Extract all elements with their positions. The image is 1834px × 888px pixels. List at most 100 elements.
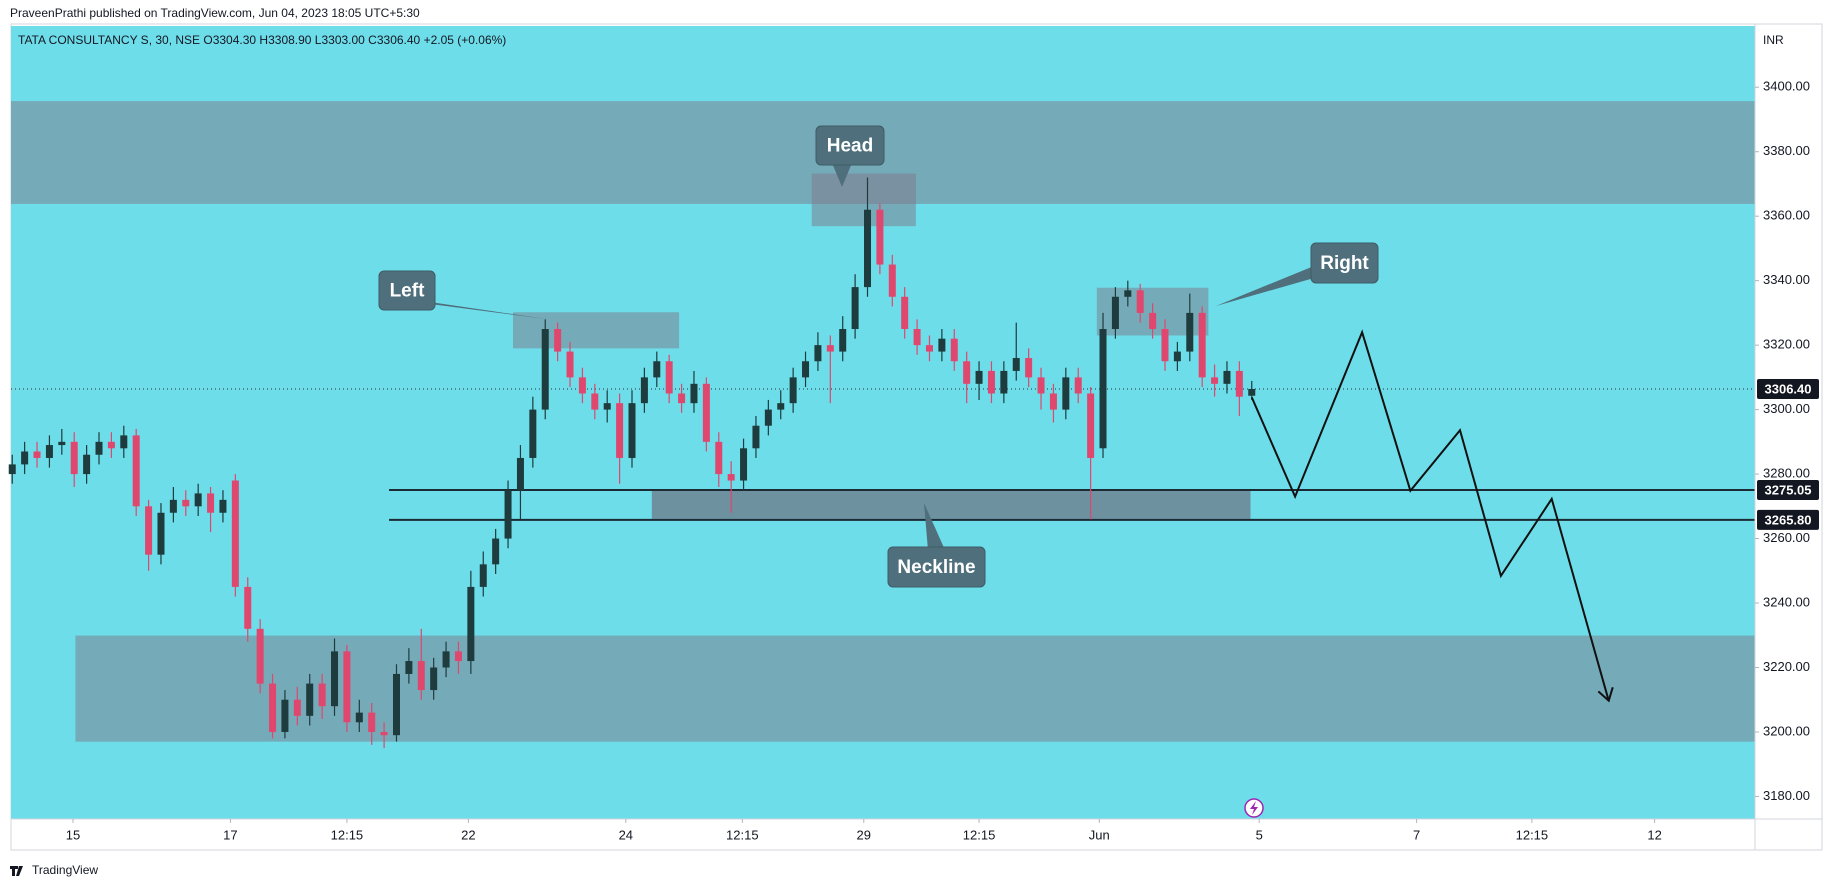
candle-body	[752, 425, 760, 449]
candle-body	[120, 435, 128, 449]
candle-body	[293, 699, 301, 716]
zone	[651, 489, 1251, 519]
x-tick-label: 15	[66, 827, 80, 842]
candle-body	[479, 564, 487, 587]
projection-arrowhead	[1597, 686, 1614, 703]
zone	[811, 173, 916, 227]
x-tick-label: 12	[1647, 827, 1661, 842]
candle-body	[231, 480, 239, 587]
candle-body	[269, 683, 277, 732]
candle-body	[987, 370, 995, 394]
callout-text: Head	[827, 136, 873, 157]
candle-body	[467, 586, 475, 662]
x-tick-label: 7	[1413, 827, 1420, 842]
candle-body	[58, 441, 66, 446]
candle-body	[653, 361, 661, 378]
zone	[513, 312, 680, 349]
y-tick-label: 3380.00	[1763, 143, 1810, 158]
x-tick-label: 17	[223, 827, 237, 842]
brand: TradingView	[32, 863, 98, 877]
candle-body	[851, 287, 859, 330]
candle-body	[1223, 370, 1231, 384]
callout-pointer	[415, 302, 546, 319]
candle-body	[1211, 377, 1219, 384]
y-tick-label: 3300.00	[1763, 401, 1810, 416]
callout-text: Right	[1320, 253, 1369, 274]
candle-body	[864, 209, 872, 288]
candle-body	[566, 351, 574, 378]
candle-body	[1173, 351, 1181, 362]
currency: INR	[1763, 33, 1784, 47]
candle-body	[392, 673, 400, 736]
candle-body	[8, 464, 16, 475]
candle-body	[318, 683, 326, 707]
x-tick-label: 22	[461, 827, 475, 842]
x-tick-label: 12:15	[331, 827, 364, 842]
candle-body	[975, 370, 983, 384]
callout-box	[815, 125, 885, 166]
candle-body	[417, 661, 425, 691]
candle-body	[21, 451, 29, 465]
candle-body	[33, 451, 41, 458]
callout-box	[1310, 242, 1379, 284]
y-tick-label: 3400.00	[1763, 79, 1810, 94]
candle-body	[355, 712, 363, 723]
y-tick-label: 3320.00	[1763, 337, 1810, 352]
candle-body	[702, 383, 710, 442]
candle-body	[665, 361, 673, 394]
candle-body	[343, 651, 351, 723]
candle-body	[145, 506, 153, 555]
candle-body	[182, 499, 190, 507]
candle-body	[1149, 312, 1157, 330]
candle-body	[578, 377, 586, 394]
callout-pointer	[1216, 266, 1314, 306]
candle-body	[1074, 377, 1082, 394]
price-label-bg	[1757, 378, 1819, 399]
x-tick-label: 12:15	[1516, 827, 1549, 842]
candle-body	[1099, 329, 1107, 449]
candle-body	[640, 377, 648, 404]
candle-body	[380, 731, 388, 736]
candle-body	[603, 403, 611, 410]
candle-body	[950, 338, 958, 362]
y-tick-label: 3240.00	[1763, 594, 1810, 609]
callout-text: Left	[390, 281, 426, 302]
candle-body	[901, 296, 909, 330]
candle-body	[690, 383, 698, 404]
candle-body	[1012, 358, 1020, 371]
candle-body	[1000, 370, 1008, 394]
candle-body	[219, 499, 227, 513]
candle-body	[95, 441, 103, 455]
candle-body	[802, 361, 810, 378]
candle-body	[1062, 377, 1070, 410]
price-label: 3265.80	[1765, 512, 1812, 527]
candle-body	[70, 441, 78, 475]
callout-box	[887, 546, 986, 588]
candle-body	[169, 499, 177, 513]
candle-body	[1124, 290, 1132, 297]
symbol-line: TATA CONSULTANCY S, 30, NSE O3304.30 H33…	[18, 33, 506, 47]
y-tick-label: 3280.00	[1763, 466, 1810, 481]
price-label-bg	[1757, 509, 1819, 530]
x-tick-label: 12:15	[726, 827, 759, 842]
candle-body	[132, 435, 140, 507]
x-tick-label: 24	[619, 827, 633, 842]
candle-body	[1087, 393, 1095, 458]
callout-pointer	[832, 163, 852, 187]
x-tick-label: 29	[857, 827, 871, 842]
candle-body	[194, 493, 202, 507]
y-tick-label: 3340.00	[1763, 272, 1810, 287]
candle-body	[839, 329, 847, 352]
candle-body	[157, 512, 165, 555]
price-label-bg	[1757, 480, 1819, 501]
y-tick-label: 3180.00	[1763, 788, 1810, 803]
candle-body	[1049, 393, 1057, 410]
candle-body	[789, 377, 797, 404]
callout-box	[378, 270, 436, 311]
candle-body	[591, 393, 599, 410]
candle-body	[764, 409, 772, 426]
candle-body	[83, 454, 91, 475]
candle-body	[244, 586, 252, 629]
candle-body	[256, 628, 264, 684]
x-tick-label: Jun	[1089, 827, 1110, 842]
